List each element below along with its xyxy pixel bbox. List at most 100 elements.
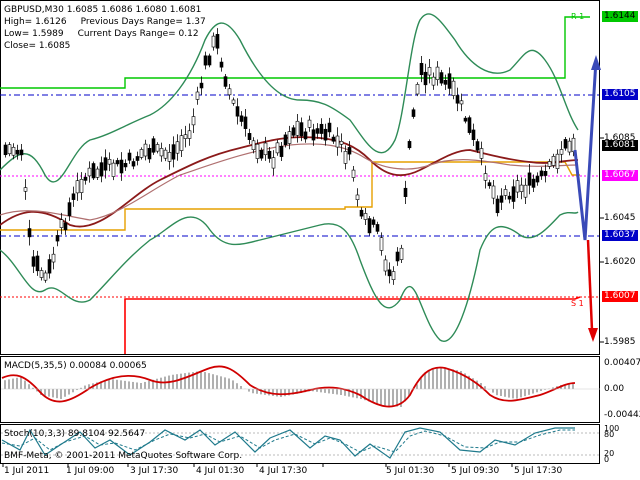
macd-bar (20, 377, 22, 389)
pivot-s1-line (124, 296, 581, 354)
candle-body (11, 146, 16, 156)
candle-body (419, 62, 424, 76)
candle-body (143, 143, 148, 157)
candle-body (155, 144, 160, 152)
candle-body (251, 140, 256, 151)
macd-bar (340, 389, 342, 395)
macd-bar (460, 371, 462, 389)
candle-body (483, 173, 488, 181)
candle-body (295, 120, 300, 136)
candle-body (427, 67, 432, 76)
macd-bar (276, 389, 278, 397)
macd-bar (148, 380, 150, 389)
candle-body (139, 149, 144, 158)
candle-body (511, 186, 516, 202)
candle-body (179, 135, 184, 151)
candle-body (51, 253, 56, 263)
pivot-p-line (0, 161, 580, 231)
candle-body (331, 136, 336, 142)
macd-bar (36, 389, 38, 392)
candle-body (255, 143, 260, 159)
candle-body (15, 149, 20, 155)
macd-bar (456, 370, 458, 389)
macd-bar (436, 368, 438, 389)
macd-bar (232, 380, 234, 389)
macd-bar (184, 373, 186, 389)
candle-body (119, 159, 124, 174)
macd-bar (140, 383, 142, 389)
macd-bar (120, 380, 122, 389)
candle-body (479, 148, 484, 159)
macd-bar (540, 389, 542, 391)
time-label: 1 Jul 2011 (4, 466, 50, 476)
time-label: 5 Jul 09:30 (451, 466, 500, 476)
candle-body (71, 193, 76, 200)
candle-body (423, 71, 428, 86)
candle-body (175, 141, 180, 154)
candle-body (227, 88, 232, 96)
symbol-info: GBPUSD,M30 1.6085 1.6086 1.6080 1.6081 H… (4, 4, 206, 52)
main-pane[interactable] (0, 0, 600, 355)
forecast-arrow-up (591, 55, 601, 70)
macd-bar (504, 389, 506, 397)
candle-body (319, 123, 324, 134)
time-label: 1 Jul 09:00 (66, 466, 115, 476)
macd-bar (360, 389, 362, 399)
candle-body (499, 195, 504, 203)
candle-body (411, 109, 416, 117)
candle-body (515, 180, 520, 193)
macd-bar (80, 387, 82, 389)
macd-bar (252, 389, 254, 394)
candle-body (299, 122, 304, 137)
candle-body (507, 195, 512, 200)
candle-body (43, 272, 48, 281)
macd-bar (56, 389, 58, 399)
candle-body (339, 141, 344, 145)
macd-bar (96, 382, 98, 389)
candle-body (359, 209, 364, 217)
candle-body (279, 146, 284, 157)
candle-body (163, 149, 168, 159)
price-tag-1-6037: 1.6037 (602, 230, 638, 241)
candle-body (351, 169, 356, 178)
symbol-line: GBPUSD,M30 1.6085 1.6086 1.6080 1.6081 (4, 5, 202, 15)
macd-bar (512, 389, 514, 399)
macd-bar (572, 383, 574, 389)
candle-body (383, 259, 388, 272)
candle-body (95, 168, 100, 178)
macd-bar (292, 389, 294, 395)
candle-body (223, 76, 228, 87)
macd-tick-label: -0.00442 (604, 410, 640, 420)
candle-body (103, 157, 108, 171)
candle-body (559, 149, 564, 155)
macd-bar (316, 389, 318, 392)
candle-body (167, 152, 172, 162)
candle-body (215, 34, 220, 49)
candle-body (395, 251, 400, 262)
candle-body (27, 228, 32, 238)
macd-bar (28, 384, 30, 389)
macd-bar (564, 384, 566, 389)
candle-body (31, 256, 36, 267)
macd-bar (260, 389, 262, 395)
macd-bar (132, 381, 134, 389)
candle-body (99, 162, 104, 177)
macd-bar (152, 379, 154, 389)
macd-bar (12, 378, 14, 389)
candle-body (195, 91, 200, 100)
candle-body (343, 151, 348, 164)
price-tick-label: 1.6020 (604, 257, 636, 267)
macd-bar (500, 389, 502, 396)
stoch-pane[interactable] (0, 424, 600, 464)
macd-bar (532, 389, 534, 394)
candle-body (535, 175, 540, 183)
time-label: 4 Jul 01:30 (196, 466, 245, 476)
macd-bar (248, 389, 250, 392)
candle-body (35, 255, 40, 272)
candle-body (63, 222, 68, 231)
candle-body (563, 139, 568, 149)
candle-body (471, 129, 476, 141)
candle-body (7, 144, 12, 155)
candle-body (243, 116, 248, 129)
